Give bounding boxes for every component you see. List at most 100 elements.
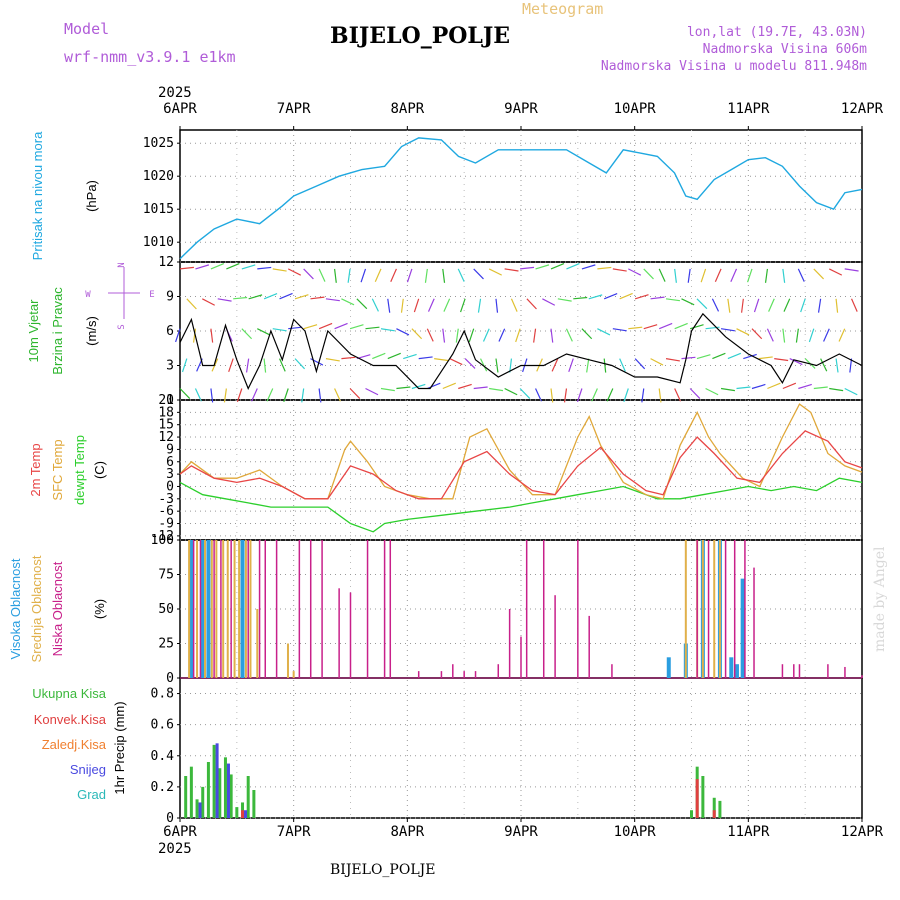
- y-tick-label-precip: 0.8: [151, 687, 174, 702]
- wind-barb: [455, 328, 459, 343]
- wind-axis-label-2: Brzina i Pravac: [50, 287, 65, 375]
- y-tick-label-temperature: 15: [158, 418, 174, 433]
- wind-barb: [236, 388, 243, 402]
- wind-barb: [619, 358, 626, 372]
- wind-barb: [576, 388, 583, 402]
- cloud-bar-low: [798, 664, 801, 678]
- wind-barb: [800, 298, 806, 313]
- y-tick-label-precip: 0.4: [151, 749, 175, 764]
- wind-barb: [714, 268, 722, 282]
- wind-barb: [372, 352, 386, 360]
- cloud-bar-mid: [188, 540, 191, 678]
- wind-barb: [828, 268, 843, 276]
- wind-barb: [550, 328, 554, 343]
- wind-barb: [850, 298, 858, 312]
- cloud-bar-mid: [684, 540, 687, 678]
- wind-barb: [427, 382, 441, 390]
- cloud-bar-low: [230, 540, 232, 678]
- y-tick-label-wind: 3: [166, 359, 174, 374]
- wind-barb: [411, 383, 426, 390]
- precip-bar: [226, 763, 230, 818]
- wind-barb: [581, 328, 593, 340]
- precip-bar: [252, 790, 256, 818]
- cloud-bar-mid: [249, 540, 252, 678]
- wind-barb: [696, 298, 708, 310]
- wind-barb: [515, 328, 521, 343]
- wind-barb: [665, 298, 680, 302]
- wind-barb: [473, 268, 484, 280]
- wind-barb: [542, 298, 556, 306]
- wind-barb: [509, 358, 513, 373]
- y-tick-label-cloud: 75: [158, 568, 174, 583]
- cloud-bar-low: [383, 540, 386, 678]
- cloud-bar-mid: [196, 540, 199, 678]
- wind-barb: [443, 298, 451, 312]
- model-name: wrf-nmm_v3.9.1 e1km: [64, 48, 236, 66]
- lonlat-label: lon,lat (19.7E, 43.03N): [686, 25, 867, 40]
- wind-barb: [349, 388, 361, 399]
- wind-barb: [689, 324, 704, 330]
- wind-barb: [727, 298, 731, 313]
- y-tick-label-cloud: 25: [158, 637, 174, 652]
- y-tick-label-wind: 0: [166, 393, 174, 408]
- wind-barb: [783, 298, 791, 312]
- wind-barb: [473, 386, 488, 390]
- precip-legend-0: Ukupna Kisa: [32, 686, 106, 701]
- temp-label-sfc: SFC Temp: [50, 439, 65, 500]
- wind-barb: [581, 264, 596, 270]
- precip-bar: [206, 762, 210, 818]
- wind-barb: [341, 356, 356, 360]
- wind-barb: [844, 387, 858, 396]
- series-line-pritisak-na-nivou-mora: [179, 137, 863, 260]
- cloud-bar-low: [338, 588, 340, 678]
- precip-legend-2: Zaledj.Kisa: [42, 737, 107, 752]
- wind-barb: [643, 268, 654, 280]
- compass-n: N: [117, 262, 127, 267]
- precip-bar: [198, 802, 202, 818]
- wind-barb: [730, 268, 738, 282]
- wind-barb: [318, 268, 326, 282]
- wind-barb: [712, 352, 726, 360]
- cloud-bar-low: [611, 664, 613, 678]
- wind-barb: [186, 298, 197, 310]
- wind-barb: [482, 328, 490, 342]
- year-bottom: 2025: [158, 841, 192, 857]
- cloud-bar-mid: [292, 671, 295, 678]
- wind-barb: [181, 358, 188, 373]
- wind-barb: [457, 268, 465, 282]
- y-tick-label-cloud: 50: [158, 602, 174, 617]
- compass-w: W: [85, 290, 91, 300]
- precip-bar: [712, 810, 716, 818]
- x-tick-bottom: 8APR: [390, 824, 424, 840]
- cloud-bar-low: [417, 671, 420, 678]
- y-tick-label-wind: 6: [166, 324, 174, 339]
- wind-barb: [356, 298, 368, 310]
- series-line-dewpt-temp: [179, 477, 863, 533]
- wind-barb: [374, 268, 382, 282]
- wind-barb: [829, 387, 844, 392]
- wind-barb: [849, 358, 853, 373]
- wind-barb: [396, 386, 411, 390]
- y-tick-label-precip: 0.2: [151, 780, 174, 795]
- wind-barb: [294, 294, 309, 300]
- wind-barb: [257, 328, 271, 336]
- wind-barb: [557, 298, 572, 302]
- wind-barb: [705, 387, 719, 396]
- compass-s: S: [117, 324, 127, 329]
- wind-barb: [294, 358, 306, 370]
- wind-barb: [194, 388, 202, 402]
- wind-barb: [406, 268, 413, 283]
- wind-barb: [301, 388, 305, 403]
- wind-barb: [223, 388, 227, 403]
- wind-barb: [380, 328, 395, 332]
- wind-barb: [743, 353, 757, 360]
- wind-barb: [489, 387, 504, 392]
- wind-barb: [211, 358, 219, 372]
- y-tick-label-temperature: 6: [166, 455, 174, 470]
- y-tick-label-temperature: 0: [166, 479, 174, 494]
- wind-barb: [689, 388, 701, 399]
- cloud-bar-mid: [701, 540, 704, 678]
- precip-legend-1: Konvek.Kisa: [34, 712, 107, 727]
- precip-legend-4: Grad: [77, 787, 106, 802]
- precip-legend-3: Snijeg: [70, 762, 106, 777]
